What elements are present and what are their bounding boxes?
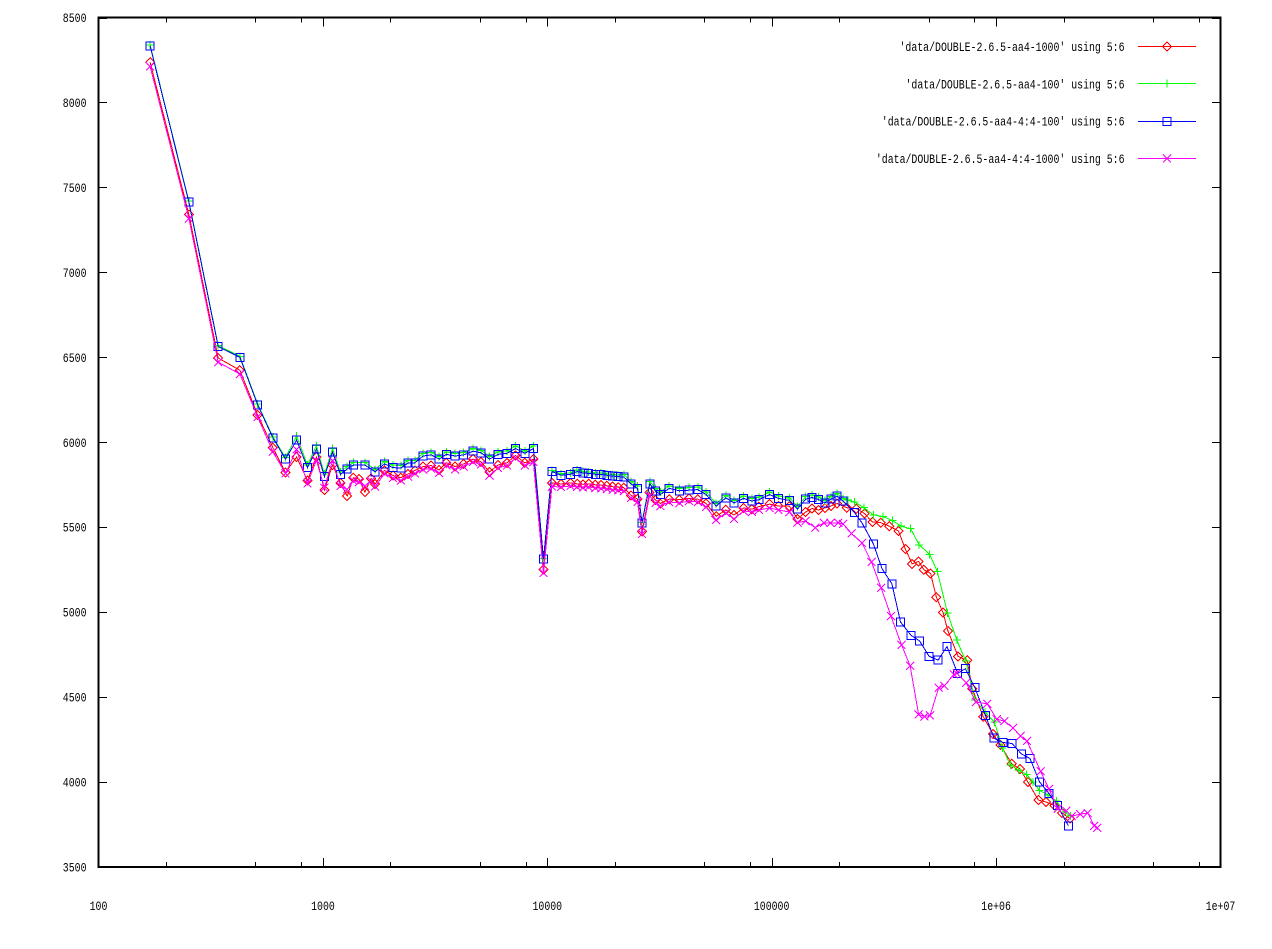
- svg-text:5500: 5500: [63, 522, 87, 536]
- svg-text:1e+06: 1e+06: [981, 900, 1011, 914]
- svg-text:'data/DOUBLE-2.6.5-aa4-4:4-100: 'data/DOUBLE-2.6.5-aa4-4:4-1000' using 5…: [876, 153, 1125, 167]
- svg-text:7000: 7000: [63, 267, 87, 281]
- svg-text:3500: 3500: [63, 862, 87, 876]
- svg-text:'data/DOUBLE-2.6.5-aa4-4:4-100: 'data/DOUBLE-2.6.5-aa4-4:4-100' using 5:…: [882, 116, 1125, 130]
- svg-text:1000: 1000: [311, 900, 335, 914]
- svg-text:'data/DOUBLE-2.6.5-aa4-1000' u: 'data/DOUBLE-2.6.5-aa4-1000' using 5:6: [900, 41, 1125, 55]
- svg-text:'data/DOUBLE-2.6.5-aa4-100' us: 'data/DOUBLE-2.6.5-aa4-100' using 5:6: [906, 78, 1125, 92]
- svg-text:100000: 100000: [754, 900, 790, 914]
- svg-text:1e+07: 1e+07: [1206, 900, 1236, 914]
- svg-text:4000: 4000: [63, 777, 87, 791]
- svg-text:8000: 8000: [63, 97, 87, 111]
- svg-text:100: 100: [90, 900, 108, 914]
- svg-text:7500: 7500: [63, 182, 87, 196]
- svg-text:4500: 4500: [63, 692, 87, 706]
- svg-text:5000: 5000: [63, 607, 87, 621]
- svg-text:6500: 6500: [63, 352, 87, 366]
- svg-text:8500: 8500: [63, 12, 87, 26]
- svg-text:10000: 10000: [533, 900, 563, 914]
- svg-text:6000: 6000: [63, 437, 87, 451]
